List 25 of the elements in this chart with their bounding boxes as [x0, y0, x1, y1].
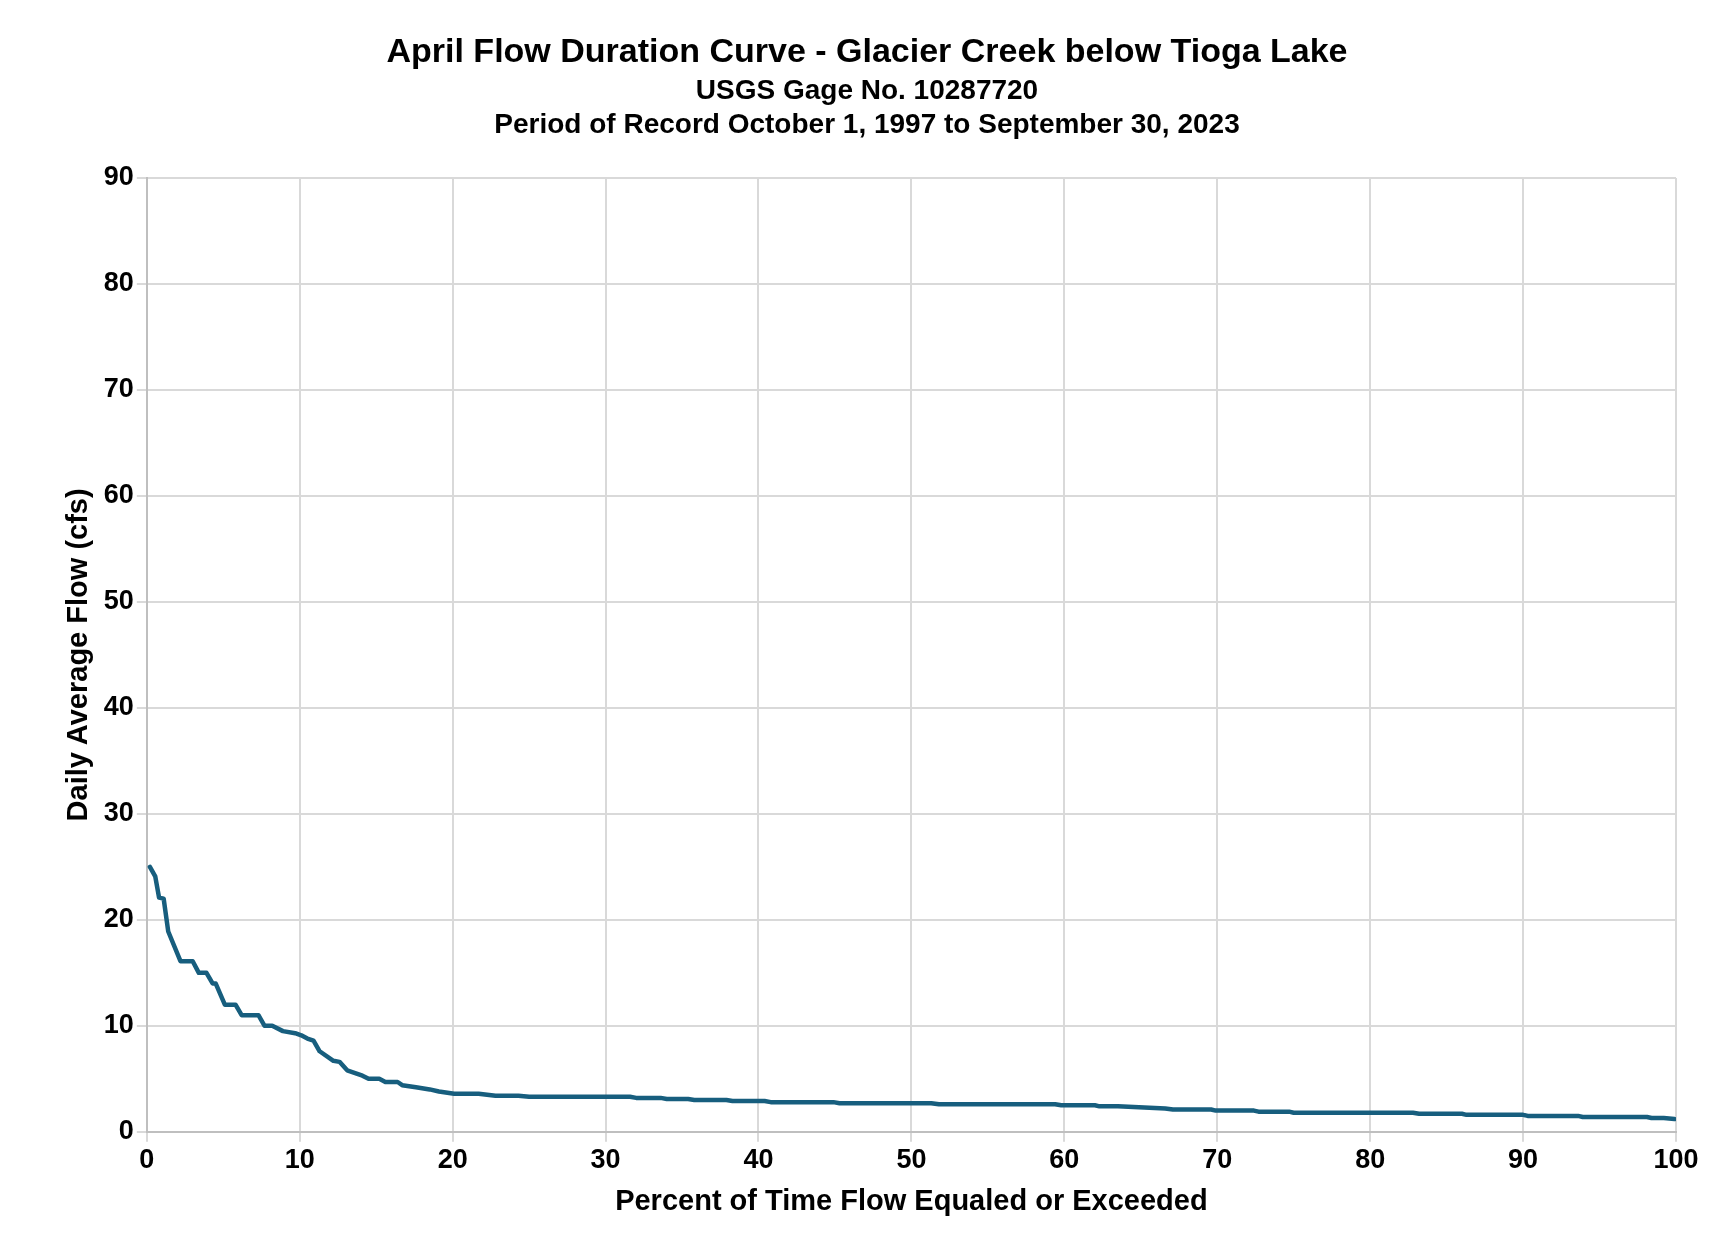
chart-subtitle: USGS Gage No. 10287720 Period of Record October 1, 1997 to September 30, 2023	[494, 74, 1240, 139]
y-tick-label: 30	[103, 797, 134, 828]
y-tick-label: 70	[103, 373, 134, 404]
x-tick-label: 20	[437, 1144, 468, 1175]
y-tick-label: 20	[103, 903, 134, 934]
y-axis-title: Daily Average Flow (cfs)	[61, 488, 94, 822]
y-tick-label: 80	[103, 267, 134, 298]
x-tick-label: 100	[1653, 1144, 1699, 1175]
x-axis-title: Percent of Time Flow Equaled or Exceeded	[615, 1183, 1208, 1216]
x-tick-label: 10	[284, 1144, 315, 1175]
y-tick-label: 10	[103, 1009, 134, 1040]
y-tick-label: 90	[103, 161, 134, 192]
x-tick-label: 80	[1355, 1144, 1386, 1175]
x-tick-label: 90	[1508, 1144, 1539, 1175]
y-tick-label: 0	[118, 1115, 134, 1146]
y-tick-label: 40	[103, 691, 134, 722]
x-tick-label: 70	[1202, 1144, 1233, 1175]
x-tick-label: 0	[139, 1144, 155, 1175]
x-tick-label: 30	[590, 1144, 621, 1175]
x-tick-label: 60	[1049, 1144, 1080, 1175]
chart-title: April Flow Duration Curve - Glacier Creek below Tioga Lake	[386, 30, 1348, 69]
x-tick-label: 50	[896, 1144, 927, 1175]
x-tick-label: 40	[743, 1144, 774, 1175]
y-tick-label: 60	[103, 479, 134, 510]
y-tick-label: 50	[103, 585, 134, 616]
